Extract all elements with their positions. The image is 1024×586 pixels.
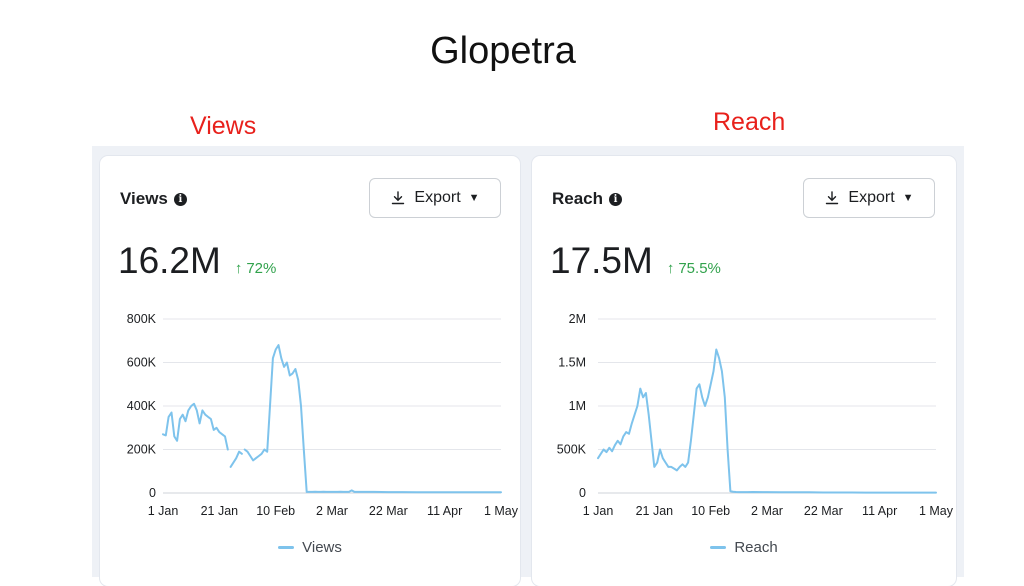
views-legend-label: Views (302, 539, 342, 556)
y-tick-label: 1.5M (558, 356, 586, 370)
reach-total-value: 17.5M (550, 240, 653, 281)
x-tick-label: 1 Jan (583, 504, 614, 518)
y-tick-label: 600K (127, 356, 157, 370)
x-tick-label: 2 Mar (316, 504, 348, 518)
download-icon (826, 191, 839, 205)
reach-line-chart: 0 500K 1M 1.5M 2M 1 Jan 21 Jan 10 Feb 2 Mar 22 Ma… (557, 312, 954, 518)
y-tick-label: 200K (127, 443, 157, 457)
views-card: Views i Export ▼ 16.2M ↑ 72% 0 200K 400K 60… (100, 156, 520, 586)
reach-label-text: Reach (552, 189, 604, 208)
series-line-views (162, 344, 502, 494)
views-line-chart: 0 200K 400K 600K 800K 1 Jan 21 Jan 10 Feb 2 Mar 2… (127, 312, 519, 518)
reach-caption: Reach (713, 108, 786, 136)
y-tick-label: 400K (127, 399, 157, 413)
views-legend[interactable]: Views (100, 539, 520, 556)
legend-swatch (278, 546, 295, 549)
views-caption: Views (190, 112, 257, 140)
x-tick-label: 22 Mar (369, 504, 408, 518)
arrow-up-icon: ↑ (666, 260, 675, 277)
caret-down-icon: ▼ (902, 192, 914, 204)
y-tick-label: 800K (127, 312, 157, 326)
views-card-label: Views i (120, 189, 187, 209)
views-label-text: Views (120, 189, 168, 208)
views-delta-value: 72% (246, 260, 277, 277)
views-delta: ↑ 72% (235, 260, 277, 277)
x-tick-label: 2 Mar (751, 504, 783, 518)
x-tick-label: 1 May (484, 504, 519, 518)
arrow-up-icon: ↑ (234, 260, 243, 277)
y-tick-label: 2M (569, 312, 586, 326)
reach-delta: ↑ 75.5% (667, 260, 721, 277)
x-tick-label: 21 Jan (201, 504, 239, 518)
x-tick-label: 1 Jan (148, 504, 179, 518)
y-tick-label: 1M (569, 399, 586, 413)
info-icon[interactable]: i (173, 192, 187, 206)
reach-metric: 17.5M ↑ 75.5% (550, 240, 721, 282)
info-icon[interactable]: i (609, 192, 623, 206)
x-tick-label: 22 Mar (804, 504, 843, 518)
y-tick-label: 0 (579, 486, 586, 500)
reach-card: Reach i Export ▼ 17.5M ↑ 75.5% 0 500K 1M 1.… (532, 156, 956, 586)
reach-export-label: Export (848, 189, 895, 206)
views-total-value: 16.2M (118, 240, 221, 281)
reach-export-button[interactable]: Export ▼ (803, 178, 935, 218)
x-tick-label: 1 May (919, 504, 954, 518)
legend-swatch (710, 546, 727, 549)
reach-legend[interactable]: Reach (532, 539, 956, 556)
caret-down-icon: ▼ (468, 192, 480, 204)
x-tick-label: 21 Jan (636, 504, 674, 518)
views-export-button[interactable]: Export ▼ (369, 178, 501, 218)
x-tick-label: 10 Feb (256, 504, 295, 518)
y-tick-label: 0 (149, 486, 156, 500)
download-icon (392, 191, 405, 205)
reach-legend-label: Reach (734, 539, 778, 556)
x-tick-label: 11 Apr (862, 504, 897, 518)
series-line-reach (597, 348, 937, 494)
y-tick-label: 500K (557, 443, 587, 457)
reach-delta-value: 75.5% (678, 260, 721, 277)
views-metric: 16.2M ↑ 72% (118, 240, 276, 282)
slide-title: Glopetra (430, 30, 576, 72)
views-export-label: Export (414, 189, 461, 206)
x-tick-label: 10 Feb (691, 504, 730, 518)
x-tick-label: 11 Apr (427, 504, 462, 518)
reach-card-label: Reach i (552, 189, 623, 209)
